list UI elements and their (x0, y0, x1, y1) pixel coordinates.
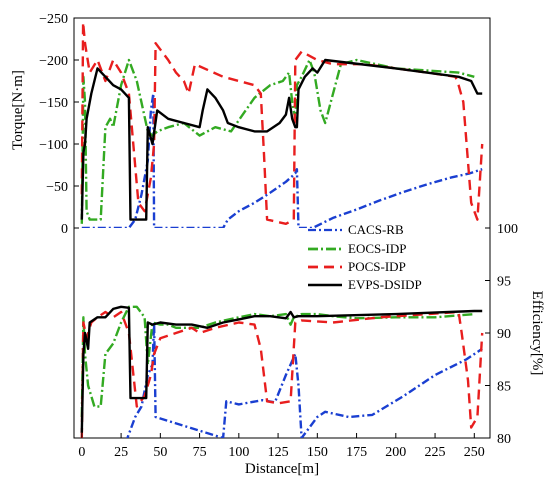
x-tick-label: 175 (346, 445, 367, 460)
x-tick-label: 50 (153, 445, 167, 460)
series-layer (80, 21, 484, 438)
efficiency-series-group (80, 305, 484, 438)
legend-entry-eocs-idp: EOCS-IDP (308, 241, 407, 256)
efficiency-y-tick-label: 95 (497, 275, 511, 290)
x-tick-label: 0 (78, 445, 85, 460)
y-axis-title-torque: Torque[N·m] (10, 70, 26, 150)
x-tick-label: 250 (464, 445, 485, 460)
y-axis-title-efficiency: Efficiency[%] (529, 291, 545, 376)
torque-y-tick-label: −50 (46, 180, 68, 195)
efficiency-series-pocs-idp (80, 310, 484, 438)
legend-entry-pocs-idp: POCS-IDP (308, 259, 406, 274)
torque-y-tick-label: −250 (39, 12, 68, 27)
x-tick-label: 75 (193, 445, 207, 460)
legend-label-eocs-idp: EOCS-IDP (348, 241, 407, 256)
x-tick-label: 150 (307, 445, 328, 460)
x-tick-label: 125 (268, 445, 289, 460)
torque-series-group (80, 21, 484, 228)
efficiency-series-evps-dsidp (80, 305, 483, 433)
ticks-layer: 0 −50 −100 −150 −200 −250 80 85 90 95 100 0 25 50 75 10… (39, 12, 518, 460)
efficiency-series-eocs-idp (80, 305, 475, 418)
legend-label-evps-dsidp: EVPS-DSIDP (348, 277, 422, 292)
efficiency-y-tick-label: 85 (497, 380, 511, 395)
torque-y-tick-label: −200 (39, 54, 68, 69)
torque-y-tick-label: −100 (39, 138, 68, 153)
x-axis-title: Distance[m] (245, 461, 319, 477)
x-tick-label: 100 (228, 445, 249, 460)
torque-y-tick-label: −150 (39, 96, 68, 111)
x-tick-label: 225 (425, 445, 446, 460)
legend-entry-evps-dsidp: EVPS-DSIDP (308, 277, 422, 292)
x-tick-label: 25 (114, 445, 128, 460)
legend-entry-cacs-rb: CACS-RB (308, 222, 404, 237)
x-tick-label: 200 (385, 445, 406, 460)
torque-series-cacs-rb (81, 92, 483, 228)
legend: CACS-RB EOCS-IDP POCS-IDP EVPS-DSIDP (308, 222, 422, 292)
efficiency-series-cacs-rb (126, 321, 483, 438)
torque-y-tick-label: 0 (61, 222, 68, 237)
efficiency-y-tick-label: 90 (497, 327, 511, 342)
torque-series-eocs-idp (80, 58, 475, 224)
legend-label-pocs-idp: POCS-IDP (348, 259, 406, 274)
efficiency-y-tick-label: 100 (497, 222, 518, 237)
efficiency-y-tick-label: 80 (497, 432, 511, 447)
legend-label-cacs-rb: CACS-RB (348, 222, 404, 237)
torque-series-evps-dsidp (80, 58, 483, 221)
